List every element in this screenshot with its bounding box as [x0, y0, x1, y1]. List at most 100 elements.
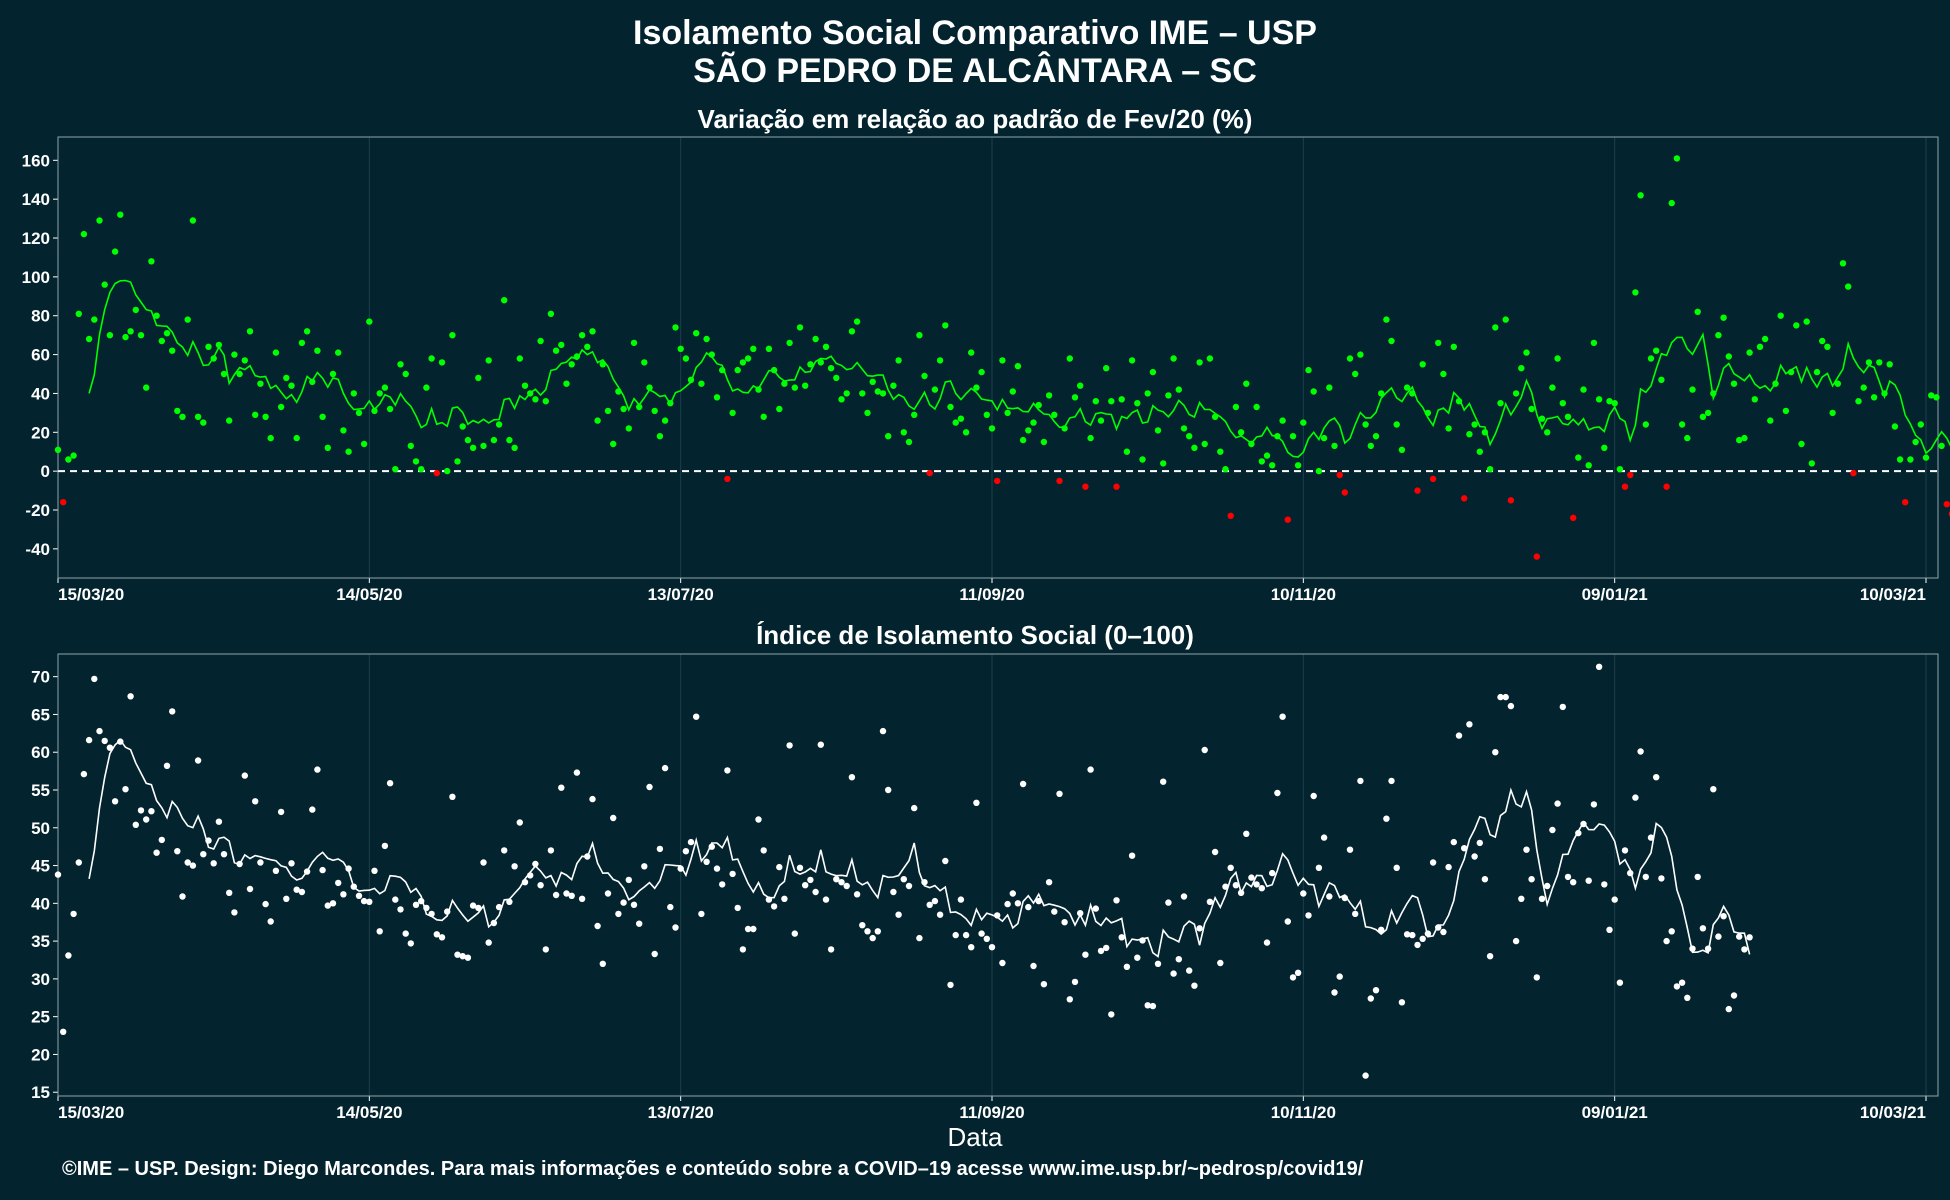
daily-index-point	[610, 814, 617, 822]
daily-index-point	[200, 851, 207, 858]
daily-index-point	[703, 858, 710, 865]
daily-index-point	[527, 872, 534, 879]
daily-index-point	[1160, 778, 1167, 785]
daily-variation-point	[1082, 483, 1089, 490]
daily-index-point	[350, 883, 357, 890]
daily-variation-point	[70, 452, 77, 459]
daily-index-point	[1580, 820, 1587, 828]
daily-variation-point	[1035, 401, 1042, 409]
daily-variation-point	[501, 297, 508, 304]
daily-variation-point	[226, 417, 233, 424]
daily-variation-point	[682, 355, 690, 362]
daily-variation-point	[796, 324, 804, 331]
daily-variation-point	[80, 230, 88, 238]
daily-index-point	[1440, 928, 1447, 936]
daily-variation-point	[1243, 380, 1250, 387]
daily-index-point	[1424, 930, 1432, 937]
y-tick-label: 0	[41, 462, 50, 481]
daily-index-point	[1066, 996, 1074, 1003]
daily-index-point	[1134, 954, 1141, 961]
daily-index-point	[781, 895, 788, 902]
daily-index-point	[578, 895, 586, 902]
daily-variation-point	[1839, 260, 1847, 267]
daily-variation-point	[1429, 475, 1437, 483]
daily-variation-point	[1180, 425, 1188, 432]
daily-index-point	[947, 981, 954, 989]
daily-index-point	[1741, 946, 1748, 953]
y-tick-label: 60	[31, 346, 50, 365]
daily-index-point	[1071, 978, 1079, 986]
daily-index-point	[174, 848, 181, 855]
daily-index-point	[776, 863, 783, 871]
daily-index-point	[80, 770, 88, 778]
daily-variation-point	[153, 312, 160, 319]
y-tick-label: 160	[22, 151, 50, 170]
daily-index-point	[1118, 934, 1125, 941]
daily-index-point	[1704, 945, 1712, 952]
footer-credit: ©IME – USP. Design: Diego Marcondes. Par…	[62, 1158, 1364, 1180]
daily-index-point	[651, 950, 658, 958]
daily-index-point	[1030, 962, 1037, 970]
daily-index-point	[1632, 794, 1639, 801]
daily-variation-point	[1461, 495, 1468, 502]
daily-variation-point	[1564, 413, 1572, 420]
daily-variation-point	[947, 403, 954, 411]
daily-index-point	[1590, 801, 1598, 808]
daily-index-point	[1637, 748, 1644, 755]
daily-variation-point	[480, 442, 487, 450]
daily-index-point	[807, 876, 814, 884]
daily-index-point	[1699, 925, 1707, 932]
daily-variation-point	[1097, 417, 1105, 424]
daily-variation-point	[542, 398, 549, 405]
daily-variation-point	[636, 403, 643, 411]
daily-index-point	[1289, 974, 1297, 981]
daily-index-point	[1165, 899, 1172, 906]
daily-index-point	[490, 919, 498, 927]
daily-variation-point	[392, 466, 399, 473]
daily-index-point	[1611, 896, 1618, 903]
daily-index-point	[272, 867, 280, 874]
chart-title-line-2: SÃO PEDRO DE ALCÂNTARA – SC	[693, 52, 1257, 90]
daily-index-point	[552, 891, 560, 899]
daily-variation-point	[755, 386, 762, 393]
daily-index-point	[1595, 663, 1603, 670]
daily-index-point	[1668, 928, 1675, 935]
daily-variation-point	[1435, 339, 1442, 347]
daily-variation-point	[610, 440, 617, 448]
daily-variation-point	[1554, 355, 1561, 362]
y-tick-label: 55	[31, 781, 50, 800]
daily-index-point	[1222, 883, 1229, 890]
daily-index-point	[765, 896, 773, 903]
daily-index-point	[843, 882, 850, 890]
daily-variation-point	[1118, 396, 1125, 403]
daily-index-point	[1367, 995, 1375, 1002]
daily-variation-point	[1850, 469, 1857, 477]
daily-index-point	[532, 860, 539, 868]
daily-index-point	[189, 862, 197, 869]
daily-variation-point	[148, 258, 155, 265]
daily-index-point	[677, 865, 684, 872]
daily-index-point	[983, 935, 990, 942]
daily-variation-point	[1227, 512, 1234, 519]
chart-title-line-1: Isolamento Social Comparativo IME – USP	[633, 14, 1317, 52]
daily-index-point	[641, 863, 648, 870]
daily-variation-point	[822, 343, 830, 350]
daily-index-point	[459, 953, 466, 960]
daily-variation-point	[890, 382, 897, 389]
daily-variation-point	[1502, 316, 1509, 323]
daily-index-point	[822, 896, 830, 903]
daily-variation-point	[1004, 409, 1011, 417]
daily-index-point	[874, 928, 881, 935]
daily-index-point	[1175, 956, 1183, 963]
y-tick-label: 45	[31, 857, 50, 876]
daily-variation-point	[1045, 392, 1053, 399]
daily-variation-point	[817, 359, 824, 366]
daily-variation-point	[552, 347, 560, 354]
daily-variation-point	[127, 328, 134, 335]
daily-variation-point	[272, 349, 280, 356]
daily-variation-point	[1237, 429, 1245, 436]
daily-index-point	[812, 888, 819, 896]
daily-variation-point	[1829, 409, 1836, 417]
daily-variation-point	[1269, 462, 1276, 469]
daily-index-point	[277, 808, 285, 816]
